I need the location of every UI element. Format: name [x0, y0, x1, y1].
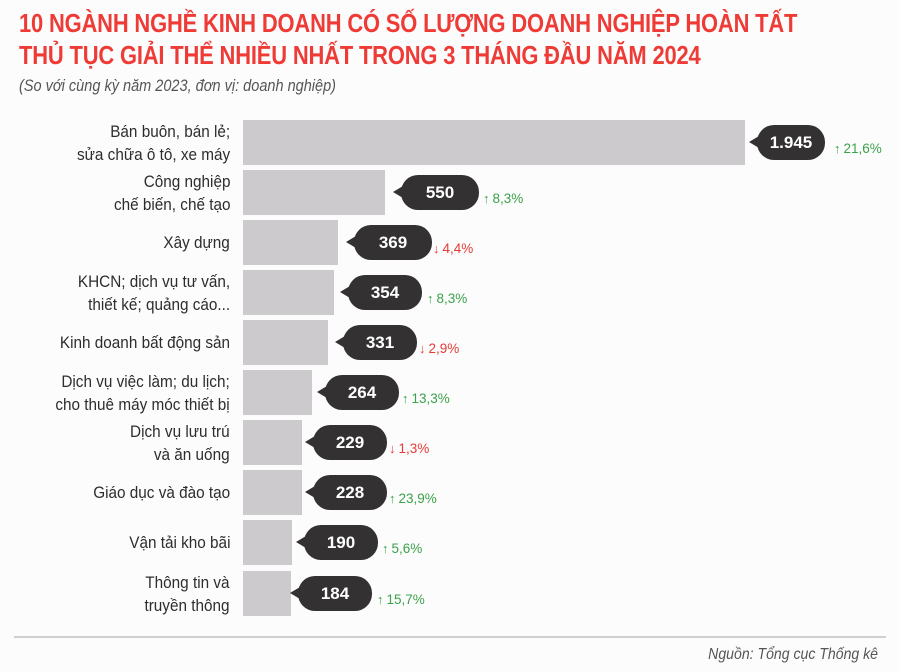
- category-label: Công nghiệp chế biến, chế tạo: [0, 170, 230, 215]
- bar-row: Dịch vụ việc làm; du lịch; cho thuê máy …: [0, 370, 900, 415]
- category-label-text: Vận tải kho bãi: [128, 533, 230, 552]
- arrow-down-icon: ↓: [389, 441, 396, 456]
- arrow-up-icon: ↑: [427, 291, 434, 306]
- value-label: 369: [378, 232, 408, 252]
- change-indicator: ↓ 2,9%: [419, 341, 459, 356]
- bar: [243, 520, 292, 565]
- bar: [243, 370, 312, 415]
- value-label: 331: [365, 332, 395, 352]
- category-label: Dịch vụ việc làm; du lịch; cho thuê máy …: [0, 370, 230, 415]
- category-label-text: Dịch vụ lưu trú và ăn uống: [130, 421, 230, 464]
- change-percent: 5,6%: [391, 541, 423, 556]
- change-percent: 15,7%: [386, 592, 425, 607]
- arrow-down-icon: ↓: [433, 241, 440, 256]
- bar-row: Kinh doanh bất động sản 331 ↓ 2,9%: [0, 320, 900, 365]
- title-line-2: THỦ TỤC GIẢI THỂ NHIỀU NHẤT TRONG 3 THÁN…: [19, 42, 701, 70]
- category-label-text: Xây dựng: [163, 233, 230, 252]
- category-label: Thông tin và truyền thông: [0, 571, 230, 616]
- chart-title: 10 NGÀNH NGHỀ KINH DOANH CÓ SỐ LƯỢNG DOA…: [19, 8, 798, 72]
- arrow-down-icon: ↓: [419, 341, 426, 356]
- change-indicator: ↑ 8,3%: [427, 291, 467, 306]
- category-label: Giáo dục và đào tạo: [0, 470, 230, 515]
- category-label-text: Công nghiệp chế biến, chế tạo: [113, 171, 230, 214]
- value-label: 264: [347, 382, 377, 402]
- bar: [243, 571, 291, 616]
- value-bubble: 228: [305, 475, 387, 510]
- category-label-text: Bán buôn, bán lẻ; sửa chữa ô tô, xe máy: [76, 121, 230, 164]
- value-label: 229: [335, 432, 365, 452]
- change-percent: 1,3%: [398, 441, 430, 456]
- value-bubble: 369: [346, 225, 432, 260]
- bar-row: Thông tin và truyền thông 184 ↑ 15,7%: [0, 571, 900, 616]
- change-indicator: ↓ 1,3%: [389, 441, 429, 456]
- category-label: Kinh doanh bất động sản: [0, 320, 230, 365]
- change-percent: 23,9%: [398, 491, 437, 506]
- value-bubble: 1.945: [749, 125, 825, 160]
- value-bubble: 354: [340, 275, 422, 310]
- bar: [243, 320, 328, 365]
- value-label: 228: [335, 482, 365, 502]
- category-label-text: Giáo dục và đào tạo: [93, 483, 230, 502]
- change-indicator: ↑ 13,3%: [402, 391, 450, 406]
- bar: [243, 420, 302, 465]
- value-label: 190: [326, 532, 356, 552]
- change-indicator: ↑ 5,6%: [382, 541, 422, 556]
- change-percent: 4,4%: [442, 241, 474, 256]
- change-percent: 21,6%: [843, 141, 882, 156]
- value-bubble: 550: [393, 175, 479, 210]
- value-label: 550: [425, 182, 455, 202]
- bar-row: Bán buôn, bán lẻ; sửa chữa ô tô, xe máy …: [0, 120, 900, 165]
- bar-row: Xây dựng 369 ↓ 4,4%: [0, 220, 900, 265]
- arrow-up-icon: ↑: [389, 491, 396, 506]
- category-label: Bán buôn, bán lẻ; sửa chữa ô tô, xe máy: [0, 120, 230, 165]
- value-bubble: 229: [305, 425, 387, 460]
- value-bubble: 331: [335, 325, 417, 360]
- bar-row: Công nghiệp chế biến, chế tạo 550 ↑ 8,3%: [0, 170, 900, 215]
- bar: [243, 170, 385, 215]
- bar-row: Giáo dục và đào tạo 228 ↑ 23,9%: [0, 470, 900, 515]
- change-indicator: ↑ 21,6%: [834, 141, 882, 156]
- footer-divider: [14, 636, 886, 638]
- value-label: 184: [320, 583, 350, 603]
- bar: [243, 470, 302, 515]
- arrow-up-icon: ↑: [382, 541, 389, 556]
- bar: [243, 270, 334, 315]
- value-bubble: 190: [296, 525, 378, 560]
- bar: [243, 120, 745, 165]
- chart-subtitle: (So với cùng kỳ năm 2023, đơn vị: doanh …: [19, 77, 337, 95]
- change-indicator: ↓ 4,4%: [433, 241, 473, 256]
- change-percent: 2,9%: [428, 341, 460, 356]
- category-label: Xây dựng: [0, 220, 230, 265]
- source-note: Nguồn: Tổng cục Thống kê: [708, 646, 878, 663]
- bar: [243, 220, 338, 265]
- category-label: Vận tải kho bãi: [0, 520, 230, 565]
- change-percent: 8,3%: [436, 291, 468, 306]
- value-label: 354: [370, 282, 400, 302]
- category-label: KHCN; dịch vụ tư vấn, thiết kế; quảng cá…: [0, 270, 230, 315]
- category-label-text: KHCN; dịch vụ tư vấn, thiết kế; quảng cá…: [77, 271, 230, 314]
- arrow-up-icon: ↑: [402, 391, 409, 406]
- bar-row: Dịch vụ lưu trú và ăn uống 229 ↓ 1,3%: [0, 420, 900, 465]
- change-indicator: ↑ 15,7%: [377, 592, 425, 607]
- arrow-up-icon: ↑: [834, 141, 841, 156]
- change-percent: 8,3%: [492, 191, 524, 206]
- category-label-text: Dịch vụ việc làm; du lịch; cho thuê máy …: [55, 371, 230, 414]
- bar-row: Vận tải kho bãi 190 ↑ 5,6%: [0, 520, 900, 565]
- title-line-1: 10 NGÀNH NGHỀ KINH DOANH CÓ SỐ LƯỢNG DOA…: [19, 10, 798, 38]
- change-indicator: ↑ 8,3%: [483, 191, 523, 206]
- change-percent: 13,3%: [411, 391, 450, 406]
- arrow-up-icon: ↑: [483, 191, 490, 206]
- category-label-text: Kinh doanh bất động sản: [59, 333, 230, 352]
- value-bubble: 264: [317, 375, 399, 410]
- value-label: 1.945: [769, 132, 813, 152]
- value-bubble: 184: [290, 576, 372, 611]
- bar-row: KHCN; dịch vụ tư vấn, thiết kế; quảng cá…: [0, 270, 900, 315]
- category-label-text: Thông tin và truyền thông: [144, 572, 230, 615]
- change-indicator: ↑ 23,9%: [389, 491, 437, 506]
- arrow-up-icon: ↑: [377, 592, 384, 607]
- category-label: Dịch vụ lưu trú và ăn uống: [0, 420, 230, 465]
